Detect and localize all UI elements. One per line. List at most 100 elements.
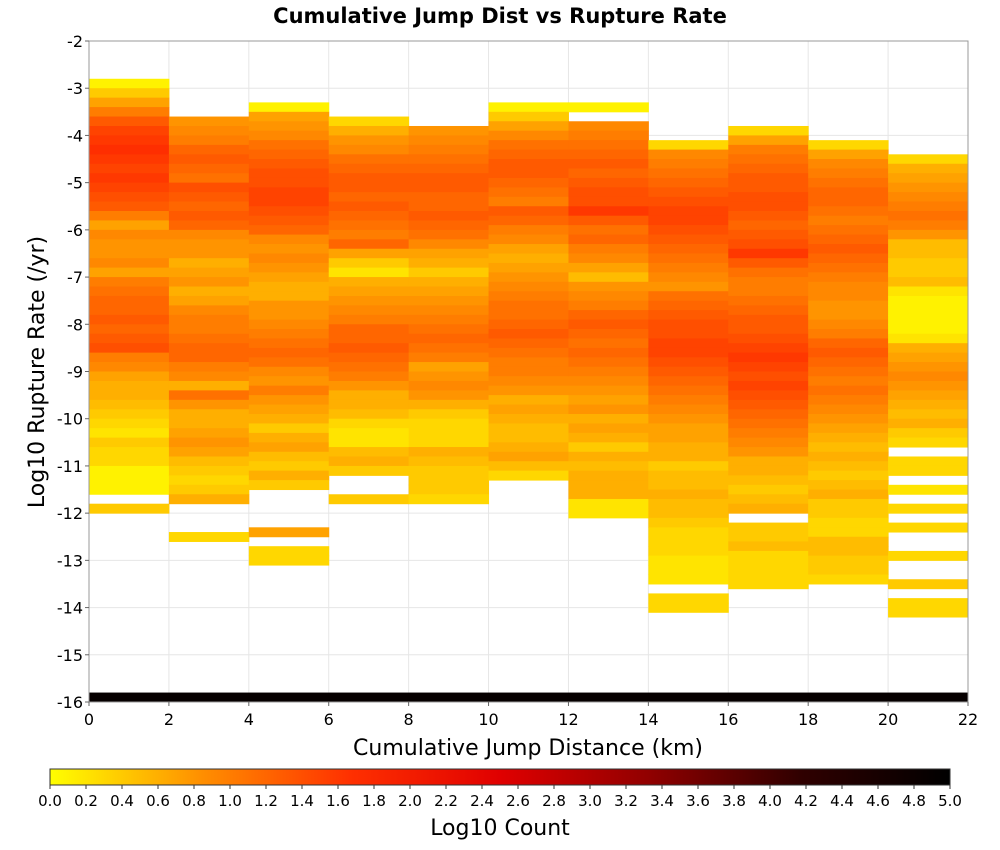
heatmap-cell bbox=[168, 192, 250, 203]
heatmap-cell bbox=[168, 173, 250, 184]
heatmap-cell bbox=[808, 432, 889, 443]
heatmap-cell bbox=[328, 210, 410, 221]
y-tick-label: -10 bbox=[57, 410, 83, 429]
heatmap-cell bbox=[888, 418, 969, 429]
colorbar-ticks: 0.0 0.2 0.4 0.6 0.8 1.0 1.2 1.4 1.6 1.8 2.0 2.2 2.4 2… bbox=[38, 785, 962, 810]
heatmap-cell bbox=[808, 215, 889, 226]
heatmap-cell bbox=[168, 116, 250, 127]
heatmap-cell bbox=[888, 352, 969, 363]
heatmap-cell bbox=[408, 286, 490, 297]
heatmap-cell bbox=[888, 248, 969, 259]
heatmap-cell bbox=[408, 182, 490, 193]
heatmap-cell bbox=[648, 461, 729, 472]
x-tick-label: 4 bbox=[244, 710, 254, 729]
heatmap-cell bbox=[888, 192, 969, 203]
heatmap-cell bbox=[728, 286, 809, 297]
heatmap-cell bbox=[408, 399, 490, 410]
x-tick-label: 6 bbox=[324, 710, 334, 729]
heatmap-cell bbox=[248, 385, 330, 396]
heatmap-cell bbox=[568, 149, 649, 160]
heatmap-cell bbox=[248, 423, 330, 434]
x-tick-label: 16 bbox=[718, 710, 738, 729]
heatmap-cell bbox=[728, 579, 809, 590]
colorbar-tick-label: 0.2 bbox=[74, 792, 98, 810]
heatmap-cell bbox=[808, 470, 889, 481]
heatmap-cell bbox=[808, 555, 889, 566]
heatmap-cell bbox=[728, 324, 809, 335]
heatmap-cell bbox=[648, 536, 729, 547]
heatmap-cell bbox=[328, 229, 410, 240]
heatmap-cell bbox=[168, 333, 250, 344]
y-tick-label: -4 bbox=[67, 126, 83, 145]
heatmap-cell bbox=[328, 135, 410, 146]
heatmap-cell bbox=[568, 498, 649, 509]
y-tick-label: -8 bbox=[67, 315, 83, 334]
colorbar-tick-label: 2.8 bbox=[542, 792, 566, 810]
heatmap-cell bbox=[808, 347, 889, 358]
heatmap-cell bbox=[808, 140, 889, 151]
heatmap-cell bbox=[728, 343, 809, 354]
heatmap-cell bbox=[808, 291, 889, 302]
heatmap-cell bbox=[568, 310, 649, 321]
heatmap-cell bbox=[248, 234, 330, 245]
colorbar-tick-label: 3.0 bbox=[578, 792, 602, 810]
heatmap-cell bbox=[328, 201, 410, 212]
heatmap-cell bbox=[648, 489, 729, 500]
heatmap-cell bbox=[568, 338, 649, 349]
heatmap-cell bbox=[248, 253, 330, 264]
heatmap-cell bbox=[568, 168, 649, 179]
heatmap-cell bbox=[808, 234, 889, 245]
heatmap-cell bbox=[648, 329, 729, 339]
heatmap-cell bbox=[728, 239, 809, 250]
heatmap-cell bbox=[488, 225, 569, 236]
heatmap-cell bbox=[808, 508, 889, 519]
heatmap-cell bbox=[328, 277, 410, 288]
heatmap-cell bbox=[89, 267, 170, 278]
heatmap-cell bbox=[408, 239, 490, 250]
heatmap-cell bbox=[89, 447, 170, 457]
heatmap-cell bbox=[89, 210, 170, 221]
heatmap-cell bbox=[408, 267, 490, 278]
heatmap-cell bbox=[248, 121, 330, 132]
heatmap-cell bbox=[648, 480, 729, 491]
heatmap-cell bbox=[248, 555, 330, 566]
x-tick-label: 2 bbox=[164, 710, 174, 729]
heatmap-cell bbox=[648, 300, 729, 311]
heatmap-cell bbox=[888, 579, 969, 590]
heatmap-cell bbox=[648, 281, 729, 292]
heatmap-cell bbox=[808, 480, 889, 491]
heatmap-cell bbox=[808, 253, 889, 264]
heatmap-cell bbox=[728, 399, 809, 410]
heatmap-cell bbox=[728, 362, 809, 372]
heatmap-cell bbox=[728, 484, 809, 495]
heatmap-cell bbox=[408, 428, 490, 439]
heatmap-cell bbox=[488, 470, 569, 481]
heatmap-cell bbox=[568, 470, 649, 481]
heatmap-cell bbox=[89, 144, 170, 155]
x-tick-label: 18 bbox=[798, 710, 818, 729]
heatmap-cell bbox=[728, 522, 809, 533]
heatmap-cell bbox=[808, 300, 889, 311]
y-axis-label: Log10 Rupture Rate (/yr) bbox=[25, 236, 50, 508]
heatmap-cell bbox=[808, 376, 889, 387]
heatmap-cell bbox=[648, 187, 729, 198]
heatmap-cell bbox=[888, 239, 969, 250]
heatmap-cell bbox=[488, 319, 569, 330]
heatmap-cell bbox=[408, 305, 490, 316]
colorbar-tick-label: 3.8 bbox=[722, 792, 746, 810]
colorbar bbox=[49, 768, 951, 786]
heatmap-cell bbox=[648, 291, 729, 302]
heatmap-cell bbox=[888, 465, 969, 476]
heatmap-cell bbox=[888, 503, 969, 514]
heatmap-cell bbox=[488, 432, 569, 443]
heatmap-cell bbox=[888, 286, 969, 297]
heatmap-cell bbox=[328, 258, 410, 269]
heatmap-cell bbox=[488, 376, 569, 387]
heatmap-cell bbox=[328, 418, 410, 429]
heatmap-cell bbox=[248, 546, 330, 557]
heatmap-cell bbox=[568, 244, 649, 254]
heatmap-cell bbox=[168, 390, 250, 401]
heatmap-cell bbox=[888, 210, 969, 221]
heatmap-cell bbox=[568, 206, 649, 217]
heatmap-cell bbox=[328, 465, 410, 476]
